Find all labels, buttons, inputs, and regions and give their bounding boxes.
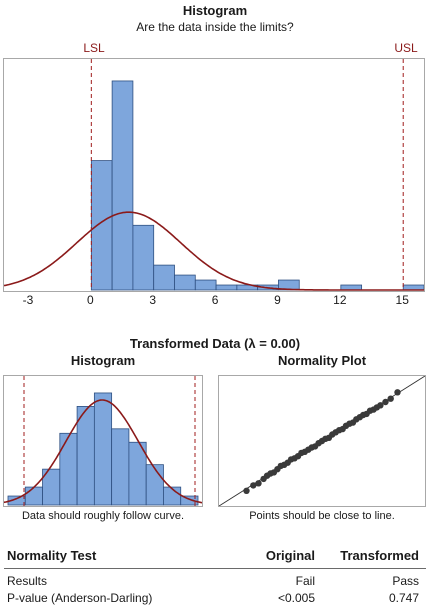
histogram-bar	[153, 264, 175, 291]
main-histogram-plot	[4, 59, 424, 291]
main-histogram-panel	[3, 58, 425, 292]
table-divider	[4, 568, 426, 569]
results-transformed-value: Pass	[392, 574, 419, 588]
x-tick-label: -3	[22, 293, 34, 307]
x-tick-label: 12	[333, 293, 347, 307]
histogram-bar	[194, 279, 217, 291]
column-transformed-header: Transformed	[340, 548, 419, 563]
pvalue-transformed-value: 0.747	[388, 591, 419, 605]
normality-point	[387, 395, 394, 402]
histogram-bar	[132, 224, 155, 291]
histogram-title: Histogram	[182, 3, 248, 18]
normality-plot-caption: Points should be close to line.	[249, 510, 395, 522]
histogram-bar	[90, 160, 113, 291]
transformed-histogram-bar	[111, 428, 130, 506]
transformed-histogram-bar	[24, 486, 43, 506]
transformed-histogram-bar	[93, 392, 113, 506]
normality-point	[394, 389, 401, 396]
normality-plot	[219, 376, 425, 506]
x-tick-label: 15	[395, 293, 409, 307]
transformed-histogram-bar	[59, 432, 78, 506]
usl-label: USL	[394, 41, 418, 55]
histogram-bar	[111, 80, 134, 291]
transformed-histogram-title: Histogram	[70, 353, 136, 368]
results-original-value: Fail	[295, 574, 315, 588]
x-tick-label: 0	[86, 293, 94, 307]
main-histogram-x-axis: -3 0 3 6 9 12 15	[0, 293, 430, 309]
histogram-bar	[174, 274, 196, 291]
normality-point	[377, 402, 384, 409]
x-tick-label: 6	[211, 293, 219, 307]
transformed-histogram-bar	[76, 406, 95, 506]
pvalue-row-label: P-value (Anderson-Darling)	[7, 591, 153, 605]
normality-point	[243, 487, 250, 494]
transformed-histogram-bar	[145, 464, 164, 506]
column-original-header: Original	[265, 548, 315, 563]
normality-point	[382, 398, 389, 406]
transformed-histogram-plot	[4, 376, 202, 506]
transformed-histogram-panel	[3, 375, 203, 507]
transformed-title: Transformed Data (λ = 0.00)	[129, 336, 301, 351]
normality-point	[255, 480, 262, 487]
results-row-label: Results	[7, 574, 48, 588]
x-tick-label: 3	[149, 293, 157, 307]
transformed-histogram-bar	[180, 495, 199, 506]
normality-plot-title: Normality Plot	[277, 353, 367, 368]
transformed-fitted-curve	[4, 399, 202, 504]
fitted-normal-curve	[4, 211, 424, 291]
histogram-bar	[215, 284, 238, 291]
normality-plot-panel	[218, 375, 426, 507]
normality-point	[250, 482, 257, 489]
normality-test-header: Normality Test	[7, 548, 97, 563]
pvalue-original-value: <0.005	[277, 591, 315, 605]
transformed-histogram-caption: Data should roughly follow curve.	[21, 510, 185, 522]
lsl-label: LSL	[83, 41, 105, 55]
histogram-subtitle: Are the data inside the limits?	[136, 20, 294, 34]
x-tick-label: 9	[274, 293, 281, 307]
